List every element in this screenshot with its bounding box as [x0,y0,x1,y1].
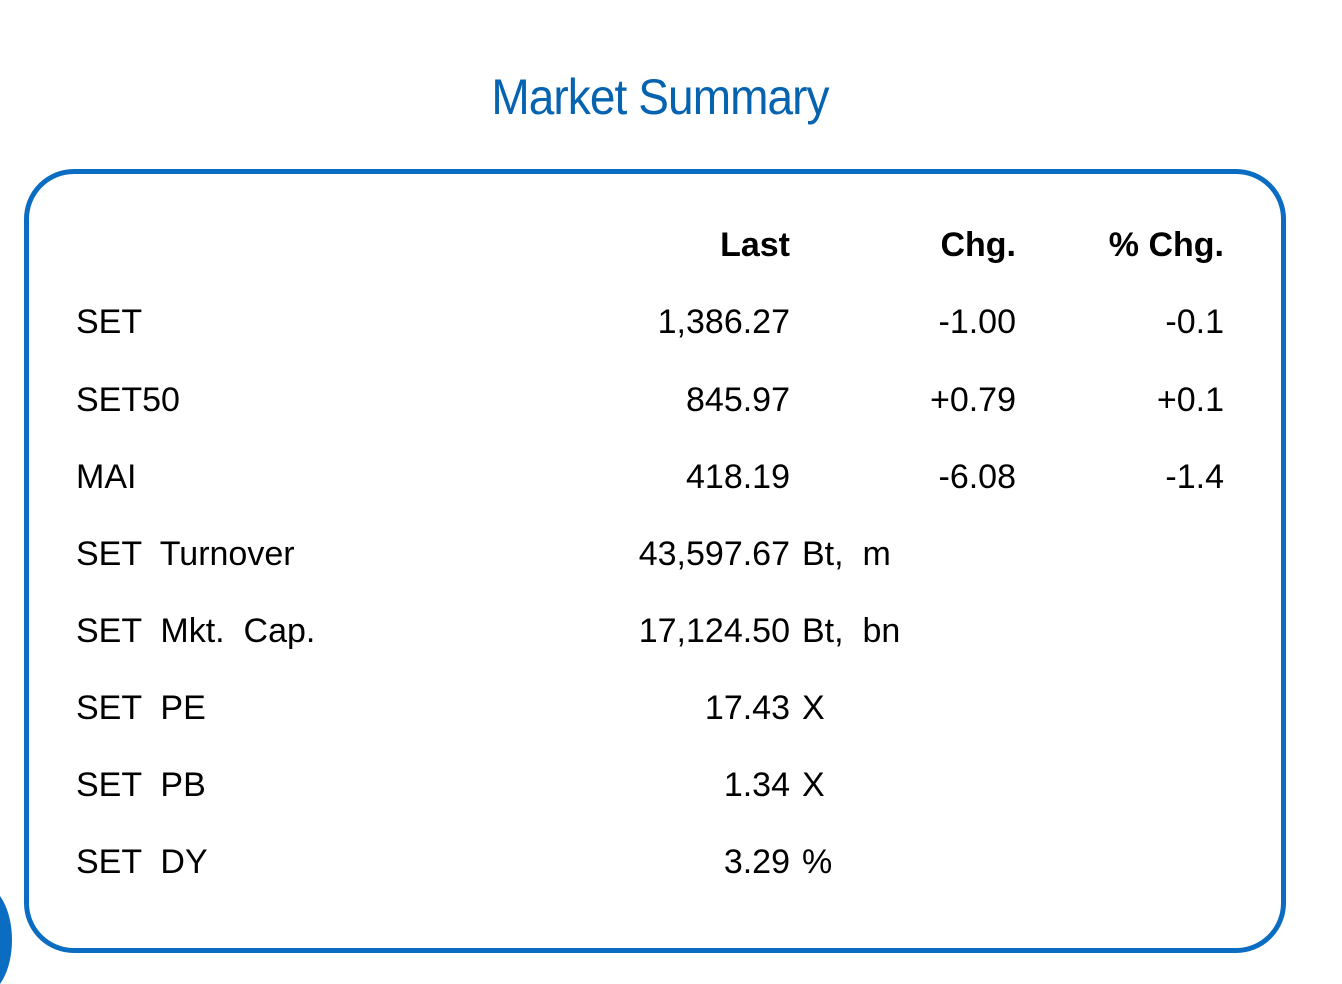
row-unit-dy: % [802,843,833,881]
row-unit-pb: X [802,766,825,804]
row-last-set: 1,386.27 [657,303,790,341]
row-last-set50: 845.97 [686,381,790,419]
row-unit-pe: X [802,689,825,727]
summary-panel [24,169,1286,953]
header-chg: Chg. [940,226,1016,264]
row-label-set: SET [76,303,143,341]
row-unit-mkt-cap: Bt, bn [802,612,901,650]
row-last-mai: 418.19 [686,458,790,496]
row-label-pb: SET PB [76,766,206,804]
row-pct-chg-set: -0.1 [1165,303,1224,341]
row-label-dy: SET DY [76,843,208,881]
row-value-pe: 17.43 [704,689,790,727]
row-chg-set50: +0.79 [929,381,1016,419]
row-pct-chg-set50: +0.1 [1156,381,1224,419]
row-unit-turnover: Bt, m [802,535,891,573]
row-value-mkt-cap: 17,124.50 [638,612,790,650]
row-label-set50: SET50 [76,381,180,419]
row-label-pe: SET PE [76,689,206,727]
row-value-dy: 3.29 [723,843,790,881]
row-label-mkt-cap: SET Mkt. Cap. [76,612,316,650]
page-title: Market Summary [491,69,829,125]
row-label-mai: MAI [76,458,137,496]
header-last: Last [720,226,790,264]
row-value-pb: 1.34 [723,766,790,804]
row-label-turnover: SET Turnover [76,535,295,573]
header-pct-chg: % Chg. [1108,226,1224,264]
decorative-corner-shape [0,885,12,984]
row-pct-chg-mai: -1.4 [1165,458,1224,496]
row-chg-mai: -6.08 [938,458,1017,496]
row-chg-set: -1.00 [938,303,1017,341]
row-value-turnover: 43,597.67 [638,535,790,573]
